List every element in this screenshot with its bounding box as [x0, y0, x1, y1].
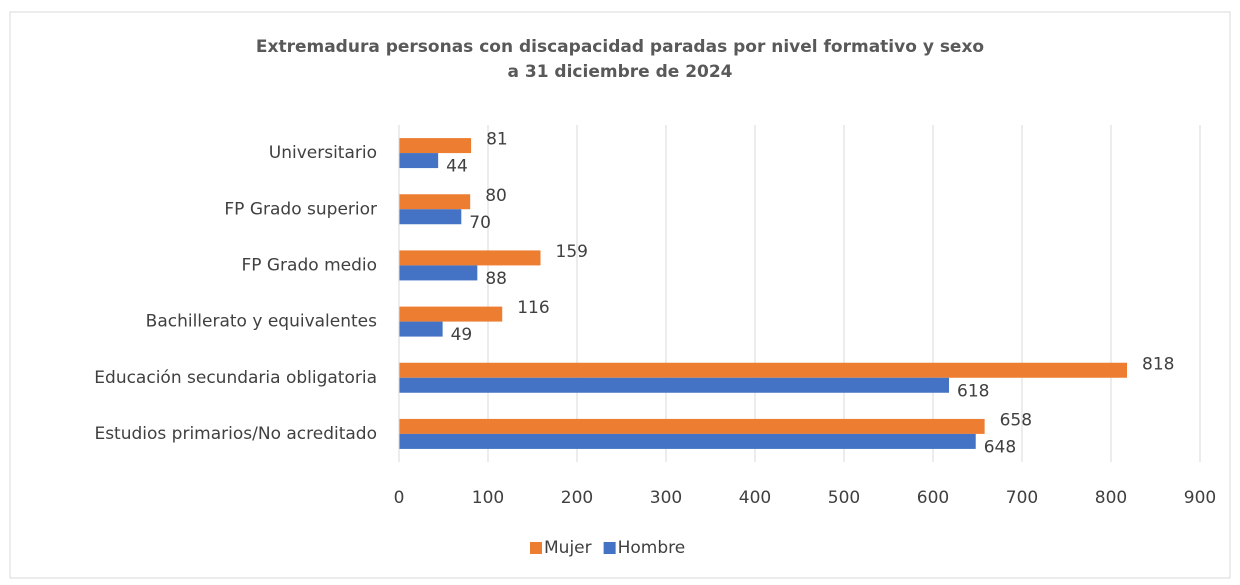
data-label: 49 [451, 325, 473, 345]
data-label: 70 [469, 213, 491, 233]
bar [399, 433, 976, 449]
x-tick-label: 300 [650, 488, 682, 508]
bar [399, 418, 985, 434]
bar [399, 250, 541, 266]
data-label: 81 [486, 130, 508, 150]
data-label: 658 [1000, 410, 1032, 430]
data-label: 648 [984, 437, 1016, 457]
bar [399, 153, 439, 169]
x-tick-label: 0 [394, 488, 405, 508]
data-label: 618 [957, 381, 989, 401]
x-tick-label: 900 [1184, 488, 1216, 508]
y-tick-label: FP Grado superior [224, 199, 377, 219]
bar [399, 377, 950, 393]
data-label: 116 [517, 298, 549, 318]
bar [399, 209, 462, 225]
y-tick-label: Educación secundaria obligatoria [94, 368, 377, 388]
bar [399, 321, 443, 337]
legend-swatch [603, 542, 616, 554]
x-tick-label: 700 [1006, 488, 1038, 508]
x-tick-label: 800 [1095, 488, 1127, 508]
y-tick-label: Universitario [269, 143, 377, 163]
data-label: 80 [485, 186, 507, 206]
x-tick-label: 600 [917, 488, 949, 508]
y-tick-label: FP Grado medio [241, 255, 377, 275]
legend-label: Hombre [618, 538, 686, 558]
legend-label: Mujer [544, 538, 592, 558]
chart-border [9, 11, 1231, 579]
x-tick-label: 100 [472, 488, 504, 508]
x-tick-label: 400 [739, 488, 771, 508]
legend-swatch [530, 542, 542, 554]
chart-title: Extremadura personas con discapacidad pa… [256, 37, 984, 57]
bar [399, 265, 478, 281]
bar [399, 306, 503, 322]
x-tick-label: 500 [828, 488, 860, 508]
y-tick-label: Estudios primarios/No acreditado [94, 424, 377, 444]
bar [399, 362, 1128, 378]
data-label: 818 [1142, 354, 1174, 374]
bar [399, 138, 472, 154]
data-label: 44 [446, 157, 468, 177]
bar [399, 194, 471, 210]
data-label: 88 [485, 269, 507, 289]
data-label: 159 [556, 242, 588, 262]
x-tick-label: 200 [561, 488, 593, 508]
chart-title: a 31 diciembre de 2024 [507, 62, 732, 82]
y-tick-label: Bachillerato y equivalentes [146, 312, 377, 332]
